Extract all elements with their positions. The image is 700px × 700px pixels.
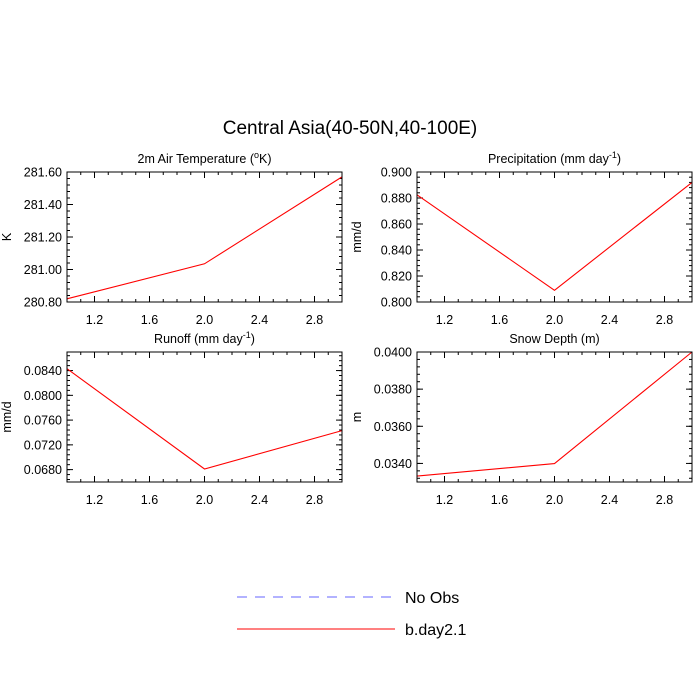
legend-label-b-day2-1: b.day2.1 (405, 622, 466, 639)
panel-snow-depth: Snow Depth (m) m 1.2 1.6 2.0 2.4 2.8 0.0340 0.03… (350, 332, 693, 507)
panel-title-suffix: K) (259, 152, 272, 166)
y-tick-label: 281.60 (24, 166, 62, 180)
x-tick-label: 2.4 (601, 313, 618, 327)
y-tick-label: 0.0800 (24, 389, 62, 403)
series-line-b-day2-1 (66, 176, 343, 300)
y-tick-label: 0.800 (381, 296, 412, 310)
x-tick-label: 1.6 (491, 493, 508, 507)
panel-precipitation: Precipitation (mm day-1) mm/d 1.2 1.6 2.0 2.4… (350, 150, 693, 327)
figure-title: Central Asia(40-50N,40-100E) (223, 118, 478, 139)
x-tick-label: 2.4 (251, 493, 268, 507)
plot-frame (66, 171, 343, 303)
x-tick-label: 1.2 (86, 313, 103, 327)
x-tick-label: 2.0 (196, 313, 213, 327)
y-tick-label: 0.0340 (374, 457, 412, 471)
y-tick-label: 0.820 (381, 270, 412, 284)
x-tick-label: 1.6 (141, 493, 158, 507)
x-tick-label: 2.8 (306, 493, 323, 507)
panel-air-temperature: 2m Air Temperature (oK) K 1.2 1.6 2.0 2.4 2.8 2… (0, 150, 343, 327)
y-tick-label: 281.20 (24, 231, 62, 245)
panel-title-main: Precipitation (mm day (488, 152, 610, 166)
y-tick-label: 0.860 (381, 218, 412, 232)
y-tick-label: 281.40 (24, 198, 62, 212)
panel-title-main: Snow Depth (m) (509, 332, 599, 346)
panel-title-main: Runoff (mm day (154, 332, 243, 346)
y-axis-label: K (0, 232, 14, 241)
panel-title-superscript: o (254, 150, 259, 160)
y-tick-label: 0.0360 (374, 420, 412, 434)
y-tick-label: 0.880 (381, 192, 412, 206)
y-axis-label: m (350, 412, 364, 422)
x-tick-label: 2.8 (306, 313, 323, 327)
x-tick-label: 2.0 (546, 493, 563, 507)
panel-title-suffix: ) (251, 332, 255, 346)
legend-label-no-obs: No Obs (405, 590, 459, 607)
y-tick-label: 0.0760 (24, 414, 62, 428)
panel-title-superscript: -1 (609, 150, 617, 160)
panel-title-suffix: ) (617, 152, 621, 166)
x-tick-label: 1.2 (436, 493, 453, 507)
x-tick-label: 1.6 (491, 313, 508, 327)
y-tick-label: 0.0400 (374, 346, 412, 360)
x-tick-label: 2.8 (656, 493, 673, 507)
series-line-b-day2-1 (416, 351, 693, 477)
x-tick-label: 2.0 (546, 313, 563, 327)
x-tick-label: 1.2 (86, 493, 103, 507)
panel-title-main: 2m Air Temperature ( (138, 152, 255, 166)
panel-title-superscript: -1 (243, 330, 251, 340)
plot-frame (416, 171, 693, 303)
plot-frame (416, 351, 693, 483)
series-line-b-day2-1 (416, 181, 693, 291)
x-tick-label: 2.8 (656, 313, 673, 327)
plot-frame (66, 351, 343, 483)
series-line-b-day2-1 (66, 368, 343, 470)
x-tick-label: 2.4 (601, 493, 618, 507)
panel-title: Precipitation (mm day-1) (488, 150, 621, 166)
x-tick-label: 1.6 (141, 313, 158, 327)
x-tick-label: 2.0 (196, 493, 213, 507)
y-tick-label: 0.0380 (374, 383, 412, 397)
y-axis-label: mm/d (350, 221, 364, 252)
panel-runoff: Runoff (mm day-1) mm/d 1.2 1.6 2.0 2.4 2.8 0.06… (0, 330, 343, 507)
y-tick-label: 281.00 (24, 263, 62, 277)
panel-title: Snow Depth (m) (509, 332, 599, 346)
x-tick-label: 1.2 (436, 313, 453, 327)
x-tick-label: 2.4 (251, 313, 268, 327)
y-tick-label: 0.0720 (24, 438, 62, 452)
y-tick-label: 0.840 (381, 244, 412, 258)
panel-title: Runoff (mm day-1) (154, 330, 255, 346)
y-tick-label: 0.0840 (24, 364, 62, 378)
y-tick-label: 0.0680 (24, 463, 62, 477)
legend: No Obs b.day2.1 (237, 590, 466, 639)
y-tick-label: 0.900 (381, 166, 412, 180)
y-tick-label: 280.80 (24, 296, 62, 310)
y-axis-label: mm/d (0, 401, 14, 432)
panel-title: 2m Air Temperature (oK) (138, 150, 272, 166)
